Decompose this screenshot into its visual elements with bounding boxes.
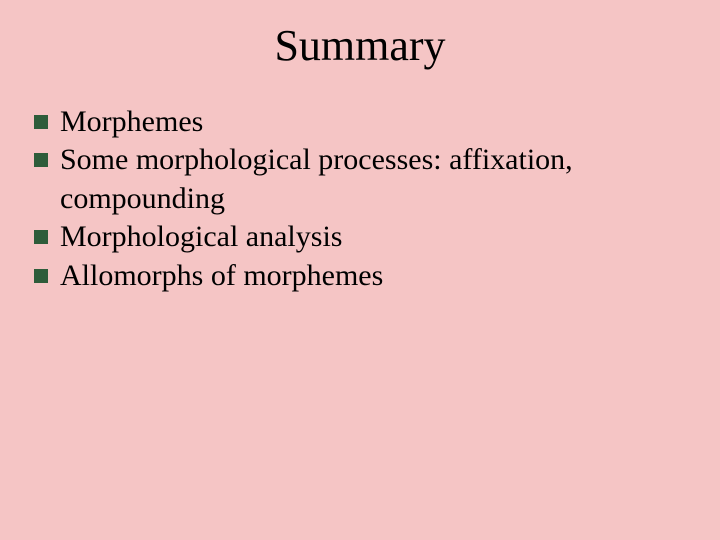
slide-title: Summary — [30, 20, 690, 71]
bullet-list: Morphemes Some morphological processes: … — [30, 103, 690, 295]
bullet-text: Allomorphs of morphemes — [60, 257, 690, 295]
list-item: Morphological analysis — [34, 218, 690, 256]
bullet-text: Some morphological processes: affixation… — [60, 141, 690, 218]
list-item: Morphemes — [34, 103, 690, 141]
slide-container: Summary Morphemes Some morphological pro… — [0, 0, 720, 540]
bullet-text: Morphological analysis — [60, 218, 690, 256]
square-bullet-icon — [34, 115, 48, 129]
list-item: Some morphological processes: affixation… — [34, 141, 690, 218]
square-bullet-icon — [34, 230, 48, 244]
bullet-text: Morphemes — [60, 103, 690, 141]
square-bullet-icon — [34, 269, 48, 283]
square-bullet-icon — [34, 153, 48, 167]
list-item: Allomorphs of morphemes — [34, 257, 690, 295]
